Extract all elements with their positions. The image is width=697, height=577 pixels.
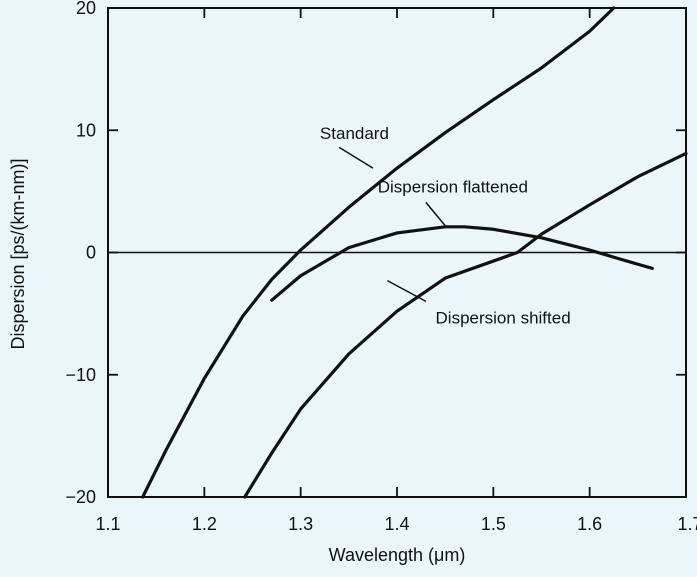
x-axis-label: Wavelength (μm): [329, 545, 466, 565]
x-tick-label: 1.3: [288, 514, 313, 534]
standard-leader-line: [338, 146, 374, 169]
labels-layer: Standard Dispersion flattened Dispersion s…: [320, 124, 571, 328]
flattened-leader-line: [425, 201, 446, 227]
standard-label: Standard: [320, 124, 389, 143]
dispersion-shifted-label: Dispersion shifted: [436, 308, 571, 327]
x-tick-label: 1.1: [95, 514, 120, 534]
shifted-leader-line: [387, 279, 427, 303]
x-tick-label: 1.6: [577, 514, 602, 534]
y-tick-label: −20: [65, 487, 96, 507]
x-tick-label: 1.5: [481, 514, 506, 534]
y-tick-label: 10: [76, 120, 96, 140]
x-tick-label: 1.7: [677, 514, 697, 534]
curves-layer: [141, 6, 688, 499]
x-tick-label: 1.4: [384, 514, 409, 534]
y-tick-label: 0: [86, 243, 96, 263]
y-axis-label: Dispersion [ps/(km-nm)]: [8, 158, 28, 349]
dispersion-flattened-curve: [270, 225, 654, 302]
dispersion-flattened-label: Dispersion flattened: [378, 178, 528, 197]
standard-curve: [141, 6, 616, 499]
ticks-layer: 1.1 1.2 1.3 1.4 1.5 1.6 1.7 −20 −10 0 10 20: [65, 0, 697, 534]
y-tick-label: −10: [65, 365, 96, 385]
dispersion-shifted-curve: [243, 151, 688, 499]
x-tick-label: 1.2: [192, 514, 217, 534]
y-tick-label: 20: [76, 0, 96, 18]
